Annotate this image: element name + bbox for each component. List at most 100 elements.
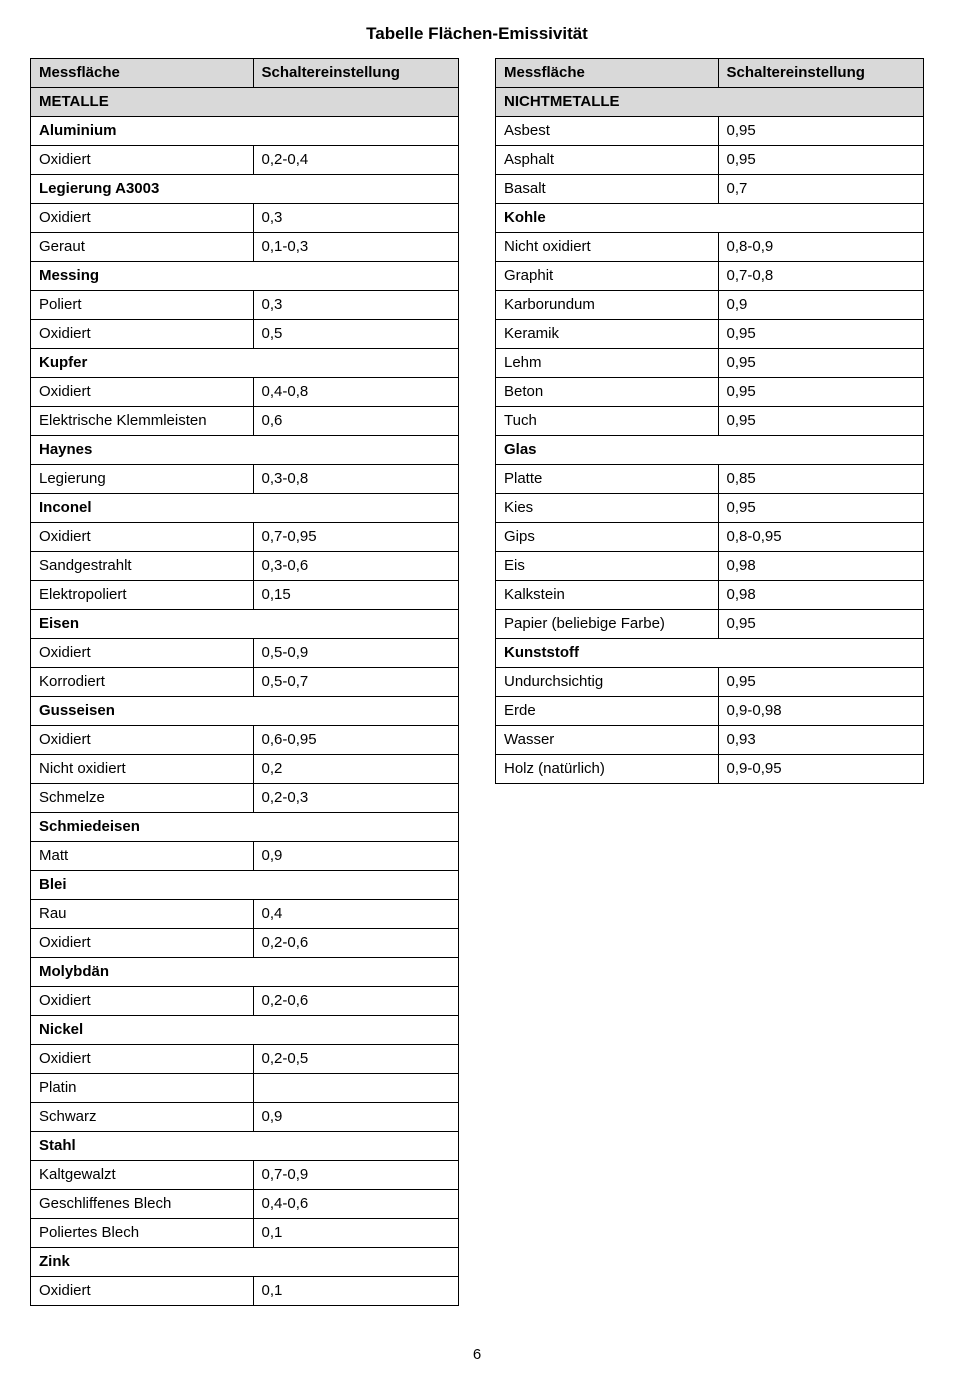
cell-surface: Kaltgewalzt [31, 1161, 254, 1190]
table-row: Schmiedeisen [31, 813, 459, 842]
cell-surface: Wasser [496, 726, 719, 755]
cell-setting: 0,4-0,6 [253, 1190, 458, 1219]
table-row: Zink [31, 1248, 459, 1277]
table-row: Oxidiert0,5 [31, 320, 459, 349]
cell-surface: Schwarz [31, 1103, 254, 1132]
section-label: Schmiedeisen [31, 813, 459, 842]
table-row: Lehm0,95 [496, 349, 924, 378]
table-row: Platte0,85 [496, 465, 924, 494]
cell-surface: Rau [31, 900, 254, 929]
cell-setting: 0,95 [718, 494, 923, 523]
cell-surface: Oxidiert [31, 1277, 254, 1306]
table-row: Inconel [31, 494, 459, 523]
table-row: Rau0,4 [31, 900, 459, 929]
table-row: Poliertes Blech0,1 [31, 1219, 459, 1248]
cell-setting: 0,2-0,6 [253, 929, 458, 958]
cell-setting: 0,6-0,95 [253, 726, 458, 755]
section-label: Messing [31, 262, 459, 291]
table-row: Holz (natürlich)0,9-0,95 [496, 755, 924, 784]
table-row: Kies0,95 [496, 494, 924, 523]
cell-surface: Matt [31, 842, 254, 871]
cell-setting: 0,2-0,3 [253, 784, 458, 813]
section-label: METALLE [31, 88, 459, 117]
table-row: Aluminium [31, 117, 459, 146]
cell-surface: Karborundum [496, 291, 719, 320]
table-row: Eisen [31, 610, 459, 639]
table-row: Gusseisen [31, 697, 459, 726]
section-label: Kohle [496, 204, 924, 233]
cell-surface: Asbest [496, 117, 719, 146]
cell-setting: 0,7-0,8 [718, 262, 923, 291]
cell-setting: 0,1 [253, 1277, 458, 1306]
cell-setting: 0,95 [718, 146, 923, 175]
cell-setting: 0,1-0,3 [253, 233, 458, 262]
cell-surface: Asphalt [496, 146, 719, 175]
cell-surface: Elektrische Klemmleisten [31, 407, 254, 436]
table-row: Schwarz0,9 [31, 1103, 459, 1132]
columns-container: Messfläche Schaltereinstellung METALLEAl… [30, 58, 924, 1306]
table-row: Haynes [31, 436, 459, 465]
cell-setting: 0,95 [718, 349, 923, 378]
table-row: Beton0,95 [496, 378, 924, 407]
cell-surface: Geschliffenes Blech [31, 1190, 254, 1219]
cell-surface: Oxidiert [31, 929, 254, 958]
cell-setting: 0,7-0,9 [253, 1161, 458, 1190]
left-table: Messfläche Schaltereinstellung METALLEAl… [30, 58, 459, 1306]
cell-surface: Holz (natürlich) [496, 755, 719, 784]
cell-setting: 0,8-0,95 [718, 523, 923, 552]
table-header-row: Messfläche Schaltereinstellung [31, 59, 459, 88]
cell-setting: 0,5-0,9 [253, 639, 458, 668]
table-row: Messing [31, 262, 459, 291]
cell-surface: Legierung [31, 465, 254, 494]
table-header-row: Messfläche Schaltereinstellung [496, 59, 924, 88]
cell-setting: 0,85 [718, 465, 923, 494]
table-row: Papier (beliebige Farbe)0,95 [496, 610, 924, 639]
cell-setting [253, 1074, 458, 1103]
cell-surface: Sandgestrahlt [31, 552, 254, 581]
table-row: Gips0,8-0,95 [496, 523, 924, 552]
cell-setting: 0,4-0,8 [253, 378, 458, 407]
table-row: Geschliffenes Blech0,4-0,6 [31, 1190, 459, 1219]
cell-setting: 0,95 [718, 610, 923, 639]
section-label: Molybdän [31, 958, 459, 987]
cell-surface: Platte [496, 465, 719, 494]
cell-surface: Oxidiert [31, 639, 254, 668]
cell-setting: 0,3 [253, 291, 458, 320]
table-row: Wasser0,93 [496, 726, 924, 755]
section-label: Haynes [31, 436, 459, 465]
cell-surface: Oxidiert [31, 146, 254, 175]
cell-surface: Oxidiert [31, 726, 254, 755]
cell-setting: 0,3 [253, 204, 458, 233]
table-row: Oxidiert0,6-0,95 [31, 726, 459, 755]
header-setting: Schaltereinstellung [253, 59, 458, 88]
cell-surface: Beton [496, 378, 719, 407]
cell-setting: 0,95 [718, 117, 923, 146]
table-row: Kunststoff [496, 639, 924, 668]
cell-surface: Platin [31, 1074, 254, 1103]
table-row: Sandgestrahlt0,3-0,6 [31, 552, 459, 581]
cell-setting: 0,2 [253, 755, 458, 784]
cell-setting: 0,95 [718, 668, 923, 697]
table-row: Kupfer [31, 349, 459, 378]
cell-setting: 0,93 [718, 726, 923, 755]
cell-setting: 0,6 [253, 407, 458, 436]
table-row: Legierung0,3-0,8 [31, 465, 459, 494]
cell-setting: 0,8-0,9 [718, 233, 923, 262]
table-row: Oxidiert0,2-0,5 [31, 1045, 459, 1074]
cell-surface: Erde [496, 697, 719, 726]
cell-setting: 0,95 [718, 378, 923, 407]
table-row: Kohle [496, 204, 924, 233]
table-row: Oxidiert0,2-0,6 [31, 929, 459, 958]
page-number: 6 [30, 1346, 924, 1363]
table-row: Kaltgewalzt0,7-0,9 [31, 1161, 459, 1190]
table-row: Matt0,9 [31, 842, 459, 871]
cell-surface: Elektropoliert [31, 581, 254, 610]
table-row: Stahl [31, 1132, 459, 1161]
cell-surface: Undurchsichtig [496, 668, 719, 697]
table-row: Oxidiert0,3 [31, 204, 459, 233]
table-row: Asbest0,95 [496, 117, 924, 146]
cell-surface: Oxidiert [31, 523, 254, 552]
cell-setting: 0,9 [253, 1103, 458, 1132]
section-label: Zink [31, 1248, 459, 1277]
cell-setting: 0,3-0,6 [253, 552, 458, 581]
